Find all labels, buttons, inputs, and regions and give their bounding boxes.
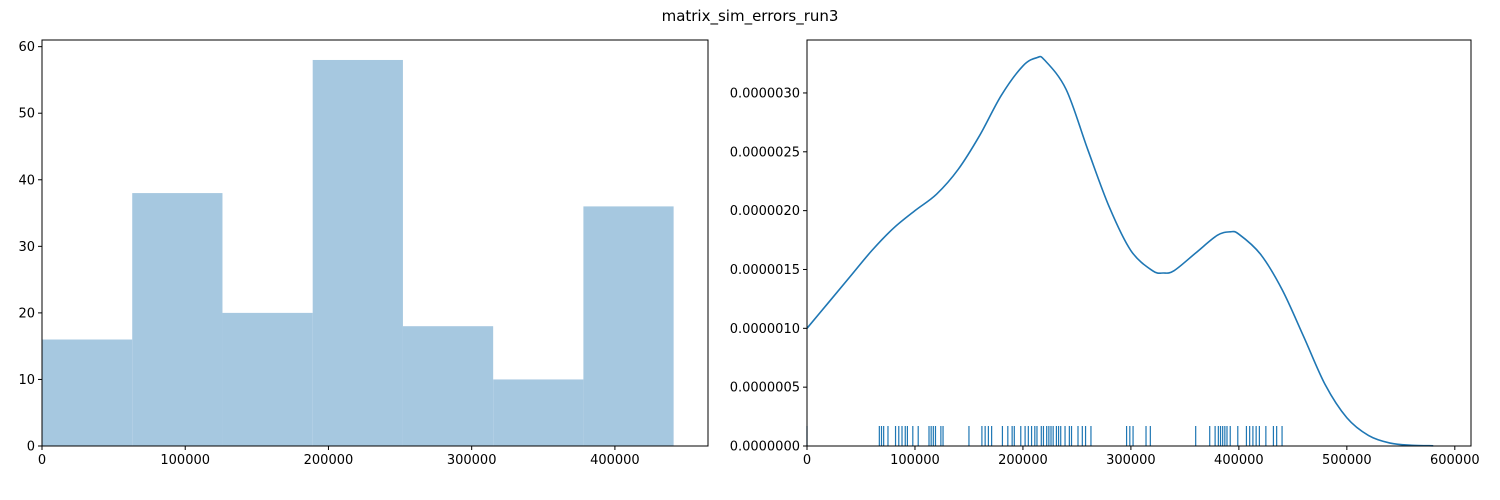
histogram-xtick-label: 200000 <box>304 453 354 468</box>
kde-xtick-label: 500000 <box>1322 453 1372 468</box>
histogram-ytick-label: 30 <box>18 240 35 255</box>
histogram-ytick-label: 40 <box>18 173 35 188</box>
rug-marks <box>806 425 1283 446</box>
histogram-ytick-label: 0 <box>27 440 35 455</box>
histogram-bars <box>42 59 674 446</box>
histogram-xtick-label: 300000 <box>447 453 497 468</box>
kde-ytick-label: 0.0000000 <box>730 440 800 455</box>
kde-xtick-label: 300000 <box>1106 453 1156 468</box>
histogram-ytick-label: 50 <box>18 107 35 122</box>
histogram-axes: 0 100000 200000 300000 400000 0 10 20 30 40 50 60 <box>18 39 709 468</box>
histogram-ytick-label: 60 <box>18 40 35 55</box>
histogram-frame <box>41 39 709 447</box>
kde-xtick-label: 200000 <box>998 453 1048 468</box>
kde-curve <box>806 55 1434 447</box>
histogram-bar <box>132 193 223 446</box>
kde-xtick-label: 600000 <box>1430 453 1480 468</box>
histogram-bar <box>402 326 494 446</box>
kde-ytick-label: 0.0000015 <box>730 263 800 278</box>
kde-ytick-label: 0.0000005 <box>730 381 800 396</box>
kde-frame <box>806 39 1472 447</box>
kde-xtick-label: 0 <box>803 453 811 468</box>
kde-axes: 0 100000 200000 300000 400000 500000 600000 0.0… <box>730 39 1480 468</box>
kde-ytick-label: 0.0000025 <box>730 145 800 160</box>
histogram-bar <box>583 206 674 446</box>
histogram-bar <box>222 312 313 446</box>
histogram-xtick-label: 100000 <box>160 453 210 468</box>
histogram-bar <box>312 59 403 446</box>
kde-ytick-label: 0.0000010 <box>730 322 800 337</box>
kde-xtick-label: 100000 <box>890 453 940 468</box>
kde-ytick-label: 0.0000020 <box>730 204 800 219</box>
figure-title: matrix_sim_errors_run3 <box>661 7 839 25</box>
kde-xtick-label: 400000 <box>1214 453 1264 468</box>
histogram-bar <box>42 339 133 446</box>
histogram-ytick-label: 10 <box>18 373 35 388</box>
histogram-ytick-label: 20 <box>18 306 35 321</box>
histogram-xtick-label: 400000 <box>590 453 640 468</box>
histogram-bar <box>493 379 584 446</box>
histogram-xtick-label: 0 <box>38 453 46 468</box>
kde-ytick-label: 0.0000030 <box>730 86 800 101</box>
